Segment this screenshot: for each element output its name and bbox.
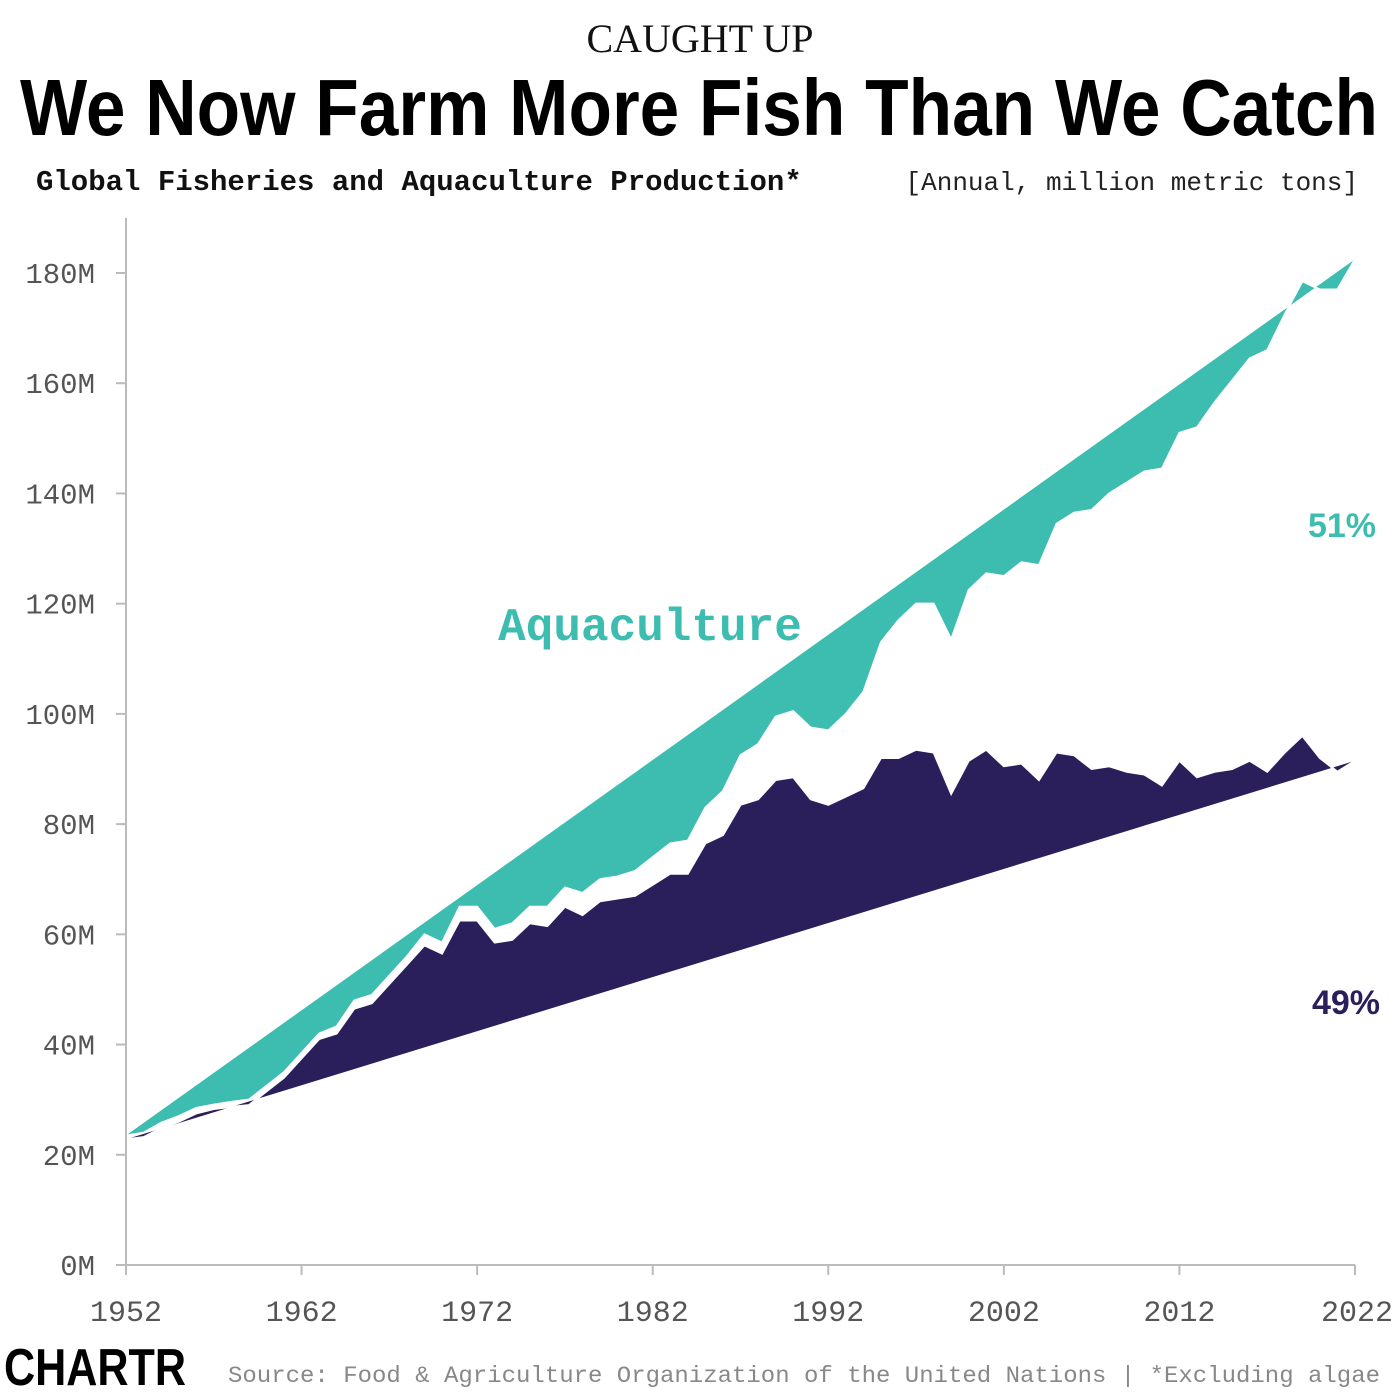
y-tick-label: 100M [25, 700, 95, 733]
x-tick-label: 1982 [617, 1297, 689, 1331]
plot: 0M 20M 40M 60M 80M 100M 120M 140M 160M 180M 1952 19… [25, 217, 1393, 1331]
title: We Now Farm More Fish Than We Catch [20, 63, 1378, 152]
annotation: 49% [1312, 984, 1380, 1022]
area [126, 259, 1355, 1136]
y-tick-label: 180M [25, 259, 95, 292]
area-edge [125, 734, 1356, 1141]
area-edge [125, 258, 1356, 1137]
y-tick-label: 0M [60, 1251, 95, 1284]
y-tick-label: 40M [43, 1031, 95, 1064]
source: Source: Food & Agriculture Organization … [228, 1363, 1380, 1389]
y-tick-label: 20M [43, 1141, 95, 1174]
y-tick-label: 140M [25, 479, 95, 512]
x-tick-label: 1972 [441, 1297, 513, 1331]
subtitle: Global Fisheries and Aquaculture Product… [36, 166, 802, 199]
x-tick-label: 1992 [792, 1297, 864, 1331]
series-label: Aquaculture [498, 602, 802, 654]
annotation: 51% [1308, 507, 1376, 545]
x-tick-label: 2002 [968, 1297, 1040, 1331]
units: [Annual, million metric tons] [906, 168, 1358, 198]
x-tick-label: 1962 [266, 1297, 338, 1331]
x-tick-label: 1952 [90, 1297, 162, 1331]
y-tick-label: 60M [43, 920, 95, 953]
area [126, 735, 1355, 1140]
series-label: Capture fisheries [575, 1058, 1044, 1110]
y-tick-label: 80M [43, 810, 95, 843]
kicker: CAUGHT UP [586, 16, 813, 61]
y-tick-label: 160M [25, 369, 95, 402]
y-tick-label: 120M [25, 590, 95, 623]
x-tick-label: 2012 [1143, 1297, 1215, 1331]
logo: CHARTR [4, 1339, 186, 1397]
x-tick-label: 2022 [1321, 1297, 1393, 1331]
